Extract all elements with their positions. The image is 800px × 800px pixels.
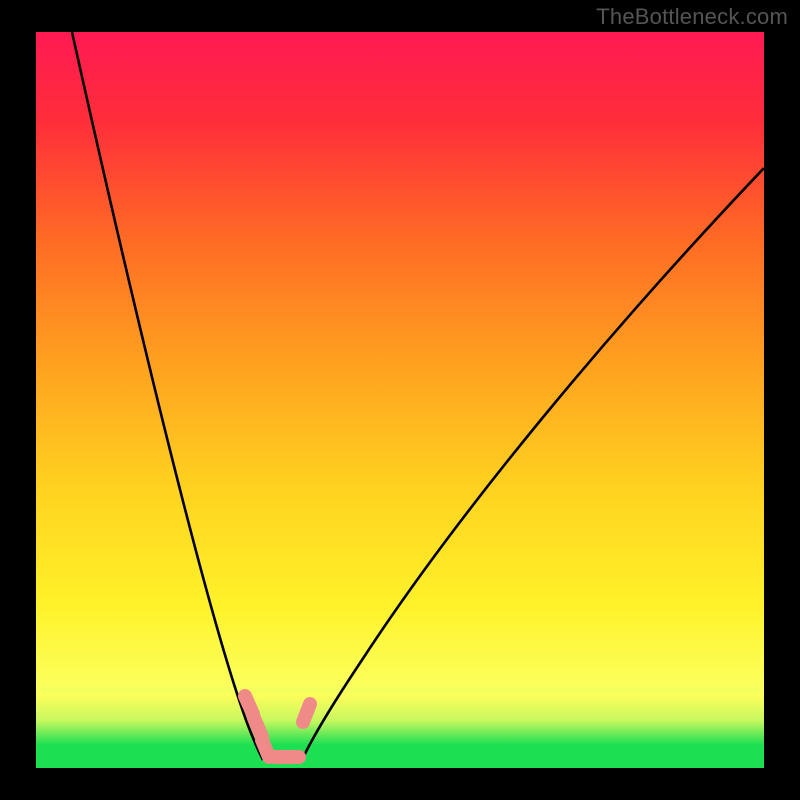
- right-valley-curve: [302, 168, 764, 760]
- watermark-text: TheBottleneck.com: [596, 4, 788, 30]
- curve-overlay: [0, 0, 800, 800]
- marker-nub: [262, 740, 269, 757]
- left-valley-curve: [72, 32, 263, 760]
- marker-nub: [303, 704, 310, 722]
- marker-nub: [245, 696, 253, 714]
- chart-canvas: TheBottleneck.com: [0, 0, 800, 800]
- marker-nubs: [245, 696, 310, 757]
